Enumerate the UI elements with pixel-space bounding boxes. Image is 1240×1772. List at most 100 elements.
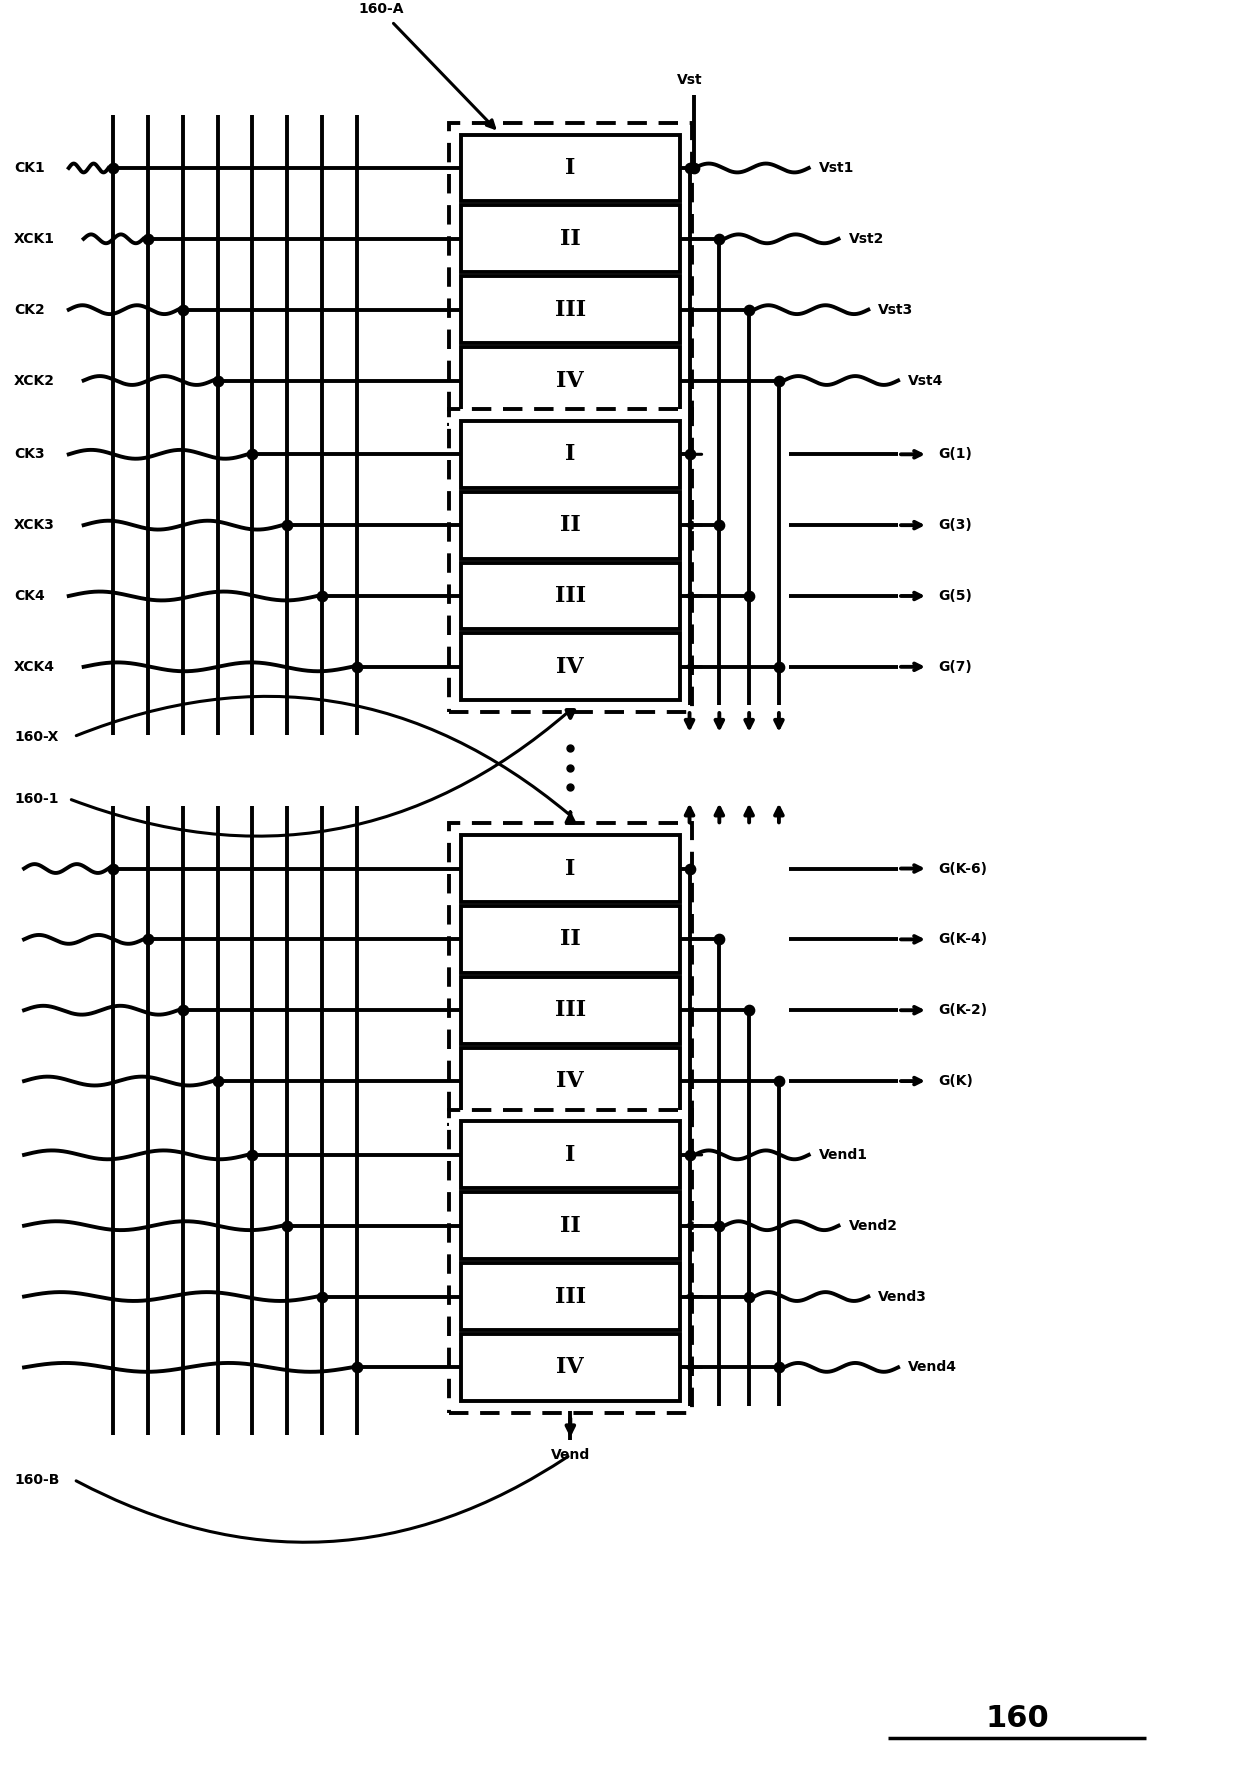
Point bbox=[709, 1212, 729, 1240]
Bar bbox=[449, 1109, 692, 1412]
Point bbox=[739, 581, 759, 610]
Bar bbox=[461, 1047, 680, 1115]
Point bbox=[312, 581, 332, 610]
Bar bbox=[461, 206, 680, 273]
Text: III: III bbox=[554, 999, 585, 1021]
Bar bbox=[461, 562, 680, 629]
Text: IV: IV bbox=[557, 370, 584, 392]
Bar bbox=[461, 835, 680, 902]
Bar bbox=[461, 905, 680, 973]
Text: 160-A: 160-A bbox=[358, 2, 404, 16]
Point bbox=[278, 1212, 298, 1240]
Point bbox=[243, 439, 263, 468]
Point bbox=[174, 996, 193, 1024]
Text: Vend4: Vend4 bbox=[908, 1361, 957, 1375]
Point bbox=[208, 1067, 228, 1095]
Text: III: III bbox=[554, 1285, 585, 1308]
Text: CK2: CK2 bbox=[14, 303, 45, 317]
Text: Vst3: Vst3 bbox=[878, 303, 914, 317]
Text: II: II bbox=[560, 229, 580, 250]
Point bbox=[684, 154, 704, 183]
Point bbox=[769, 1067, 789, 1095]
Point bbox=[103, 854, 123, 882]
Text: CK4: CK4 bbox=[14, 588, 45, 602]
Text: I: I bbox=[565, 858, 575, 879]
Bar bbox=[461, 633, 680, 700]
Point bbox=[347, 1354, 367, 1382]
Point bbox=[103, 154, 123, 183]
Text: G(5): G(5) bbox=[937, 588, 972, 602]
Text: Vst4: Vst4 bbox=[908, 374, 944, 388]
Text: Vend: Vend bbox=[551, 1448, 590, 1462]
Text: Vend3: Vend3 bbox=[878, 1290, 928, 1304]
Text: XCK4: XCK4 bbox=[14, 659, 55, 673]
Point bbox=[243, 1141, 263, 1170]
Bar bbox=[461, 1334, 680, 1402]
Point bbox=[680, 439, 699, 468]
Point bbox=[347, 652, 367, 680]
Text: CK1: CK1 bbox=[14, 161, 45, 175]
Point bbox=[139, 925, 159, 953]
Bar bbox=[461, 420, 680, 487]
Bar bbox=[461, 1122, 680, 1189]
Text: G(K-4): G(K-4) bbox=[937, 932, 987, 946]
Text: IV: IV bbox=[557, 656, 584, 679]
Text: 160: 160 bbox=[986, 1705, 1049, 1733]
Point bbox=[709, 510, 729, 539]
Point bbox=[208, 367, 228, 395]
Text: CK3: CK3 bbox=[14, 447, 45, 461]
Point bbox=[278, 510, 298, 539]
Point bbox=[174, 296, 193, 324]
FancyArrowPatch shape bbox=[72, 712, 568, 836]
Point bbox=[139, 225, 159, 253]
Text: G(K-2): G(K-2) bbox=[937, 1003, 987, 1017]
Text: Vst2: Vst2 bbox=[848, 232, 884, 246]
Text: II: II bbox=[560, 929, 580, 950]
Text: Vst1: Vst1 bbox=[818, 161, 854, 175]
Text: G(K): G(K) bbox=[937, 1074, 972, 1088]
Point bbox=[312, 1283, 332, 1311]
Text: XCK2: XCK2 bbox=[14, 374, 55, 388]
Text: IV: IV bbox=[557, 1070, 584, 1092]
Text: III: III bbox=[554, 299, 585, 321]
Point bbox=[769, 1354, 789, 1382]
Point bbox=[769, 367, 789, 395]
Text: I: I bbox=[565, 1145, 575, 1166]
Bar bbox=[461, 976, 680, 1044]
Text: II: II bbox=[560, 1214, 580, 1237]
Text: XCK3: XCK3 bbox=[14, 517, 55, 532]
Point bbox=[680, 154, 699, 183]
Text: Vend2: Vend2 bbox=[848, 1219, 898, 1233]
Text: G(3): G(3) bbox=[937, 517, 972, 532]
Bar bbox=[461, 491, 680, 558]
Point bbox=[680, 854, 699, 882]
Text: I: I bbox=[565, 443, 575, 466]
Point bbox=[739, 1283, 759, 1311]
Bar bbox=[461, 276, 680, 344]
Text: 160-1: 160-1 bbox=[14, 792, 58, 806]
Text: 160-X: 160-X bbox=[14, 730, 58, 744]
FancyArrowPatch shape bbox=[77, 696, 568, 813]
Text: IV: IV bbox=[557, 1356, 584, 1379]
Bar bbox=[449, 824, 692, 1127]
FancyArrowPatch shape bbox=[76, 1457, 568, 1542]
Text: 160-B: 160-B bbox=[14, 1473, 60, 1487]
Point bbox=[769, 652, 789, 680]
Text: G(1): G(1) bbox=[937, 447, 972, 461]
Text: G(K-6): G(K-6) bbox=[937, 861, 987, 875]
Point bbox=[739, 296, 759, 324]
Point bbox=[739, 996, 759, 1024]
Text: Vst: Vst bbox=[677, 73, 702, 87]
Bar bbox=[461, 1263, 680, 1331]
Text: Vend1: Vend1 bbox=[818, 1148, 868, 1162]
Bar bbox=[461, 347, 680, 415]
Text: I: I bbox=[565, 158, 575, 179]
Bar bbox=[449, 409, 692, 712]
Point bbox=[709, 225, 729, 253]
Text: II: II bbox=[560, 514, 580, 537]
Point bbox=[709, 925, 729, 953]
Point bbox=[680, 1141, 699, 1170]
Bar bbox=[449, 122, 692, 425]
Text: III: III bbox=[554, 585, 585, 608]
Bar bbox=[461, 135, 680, 202]
